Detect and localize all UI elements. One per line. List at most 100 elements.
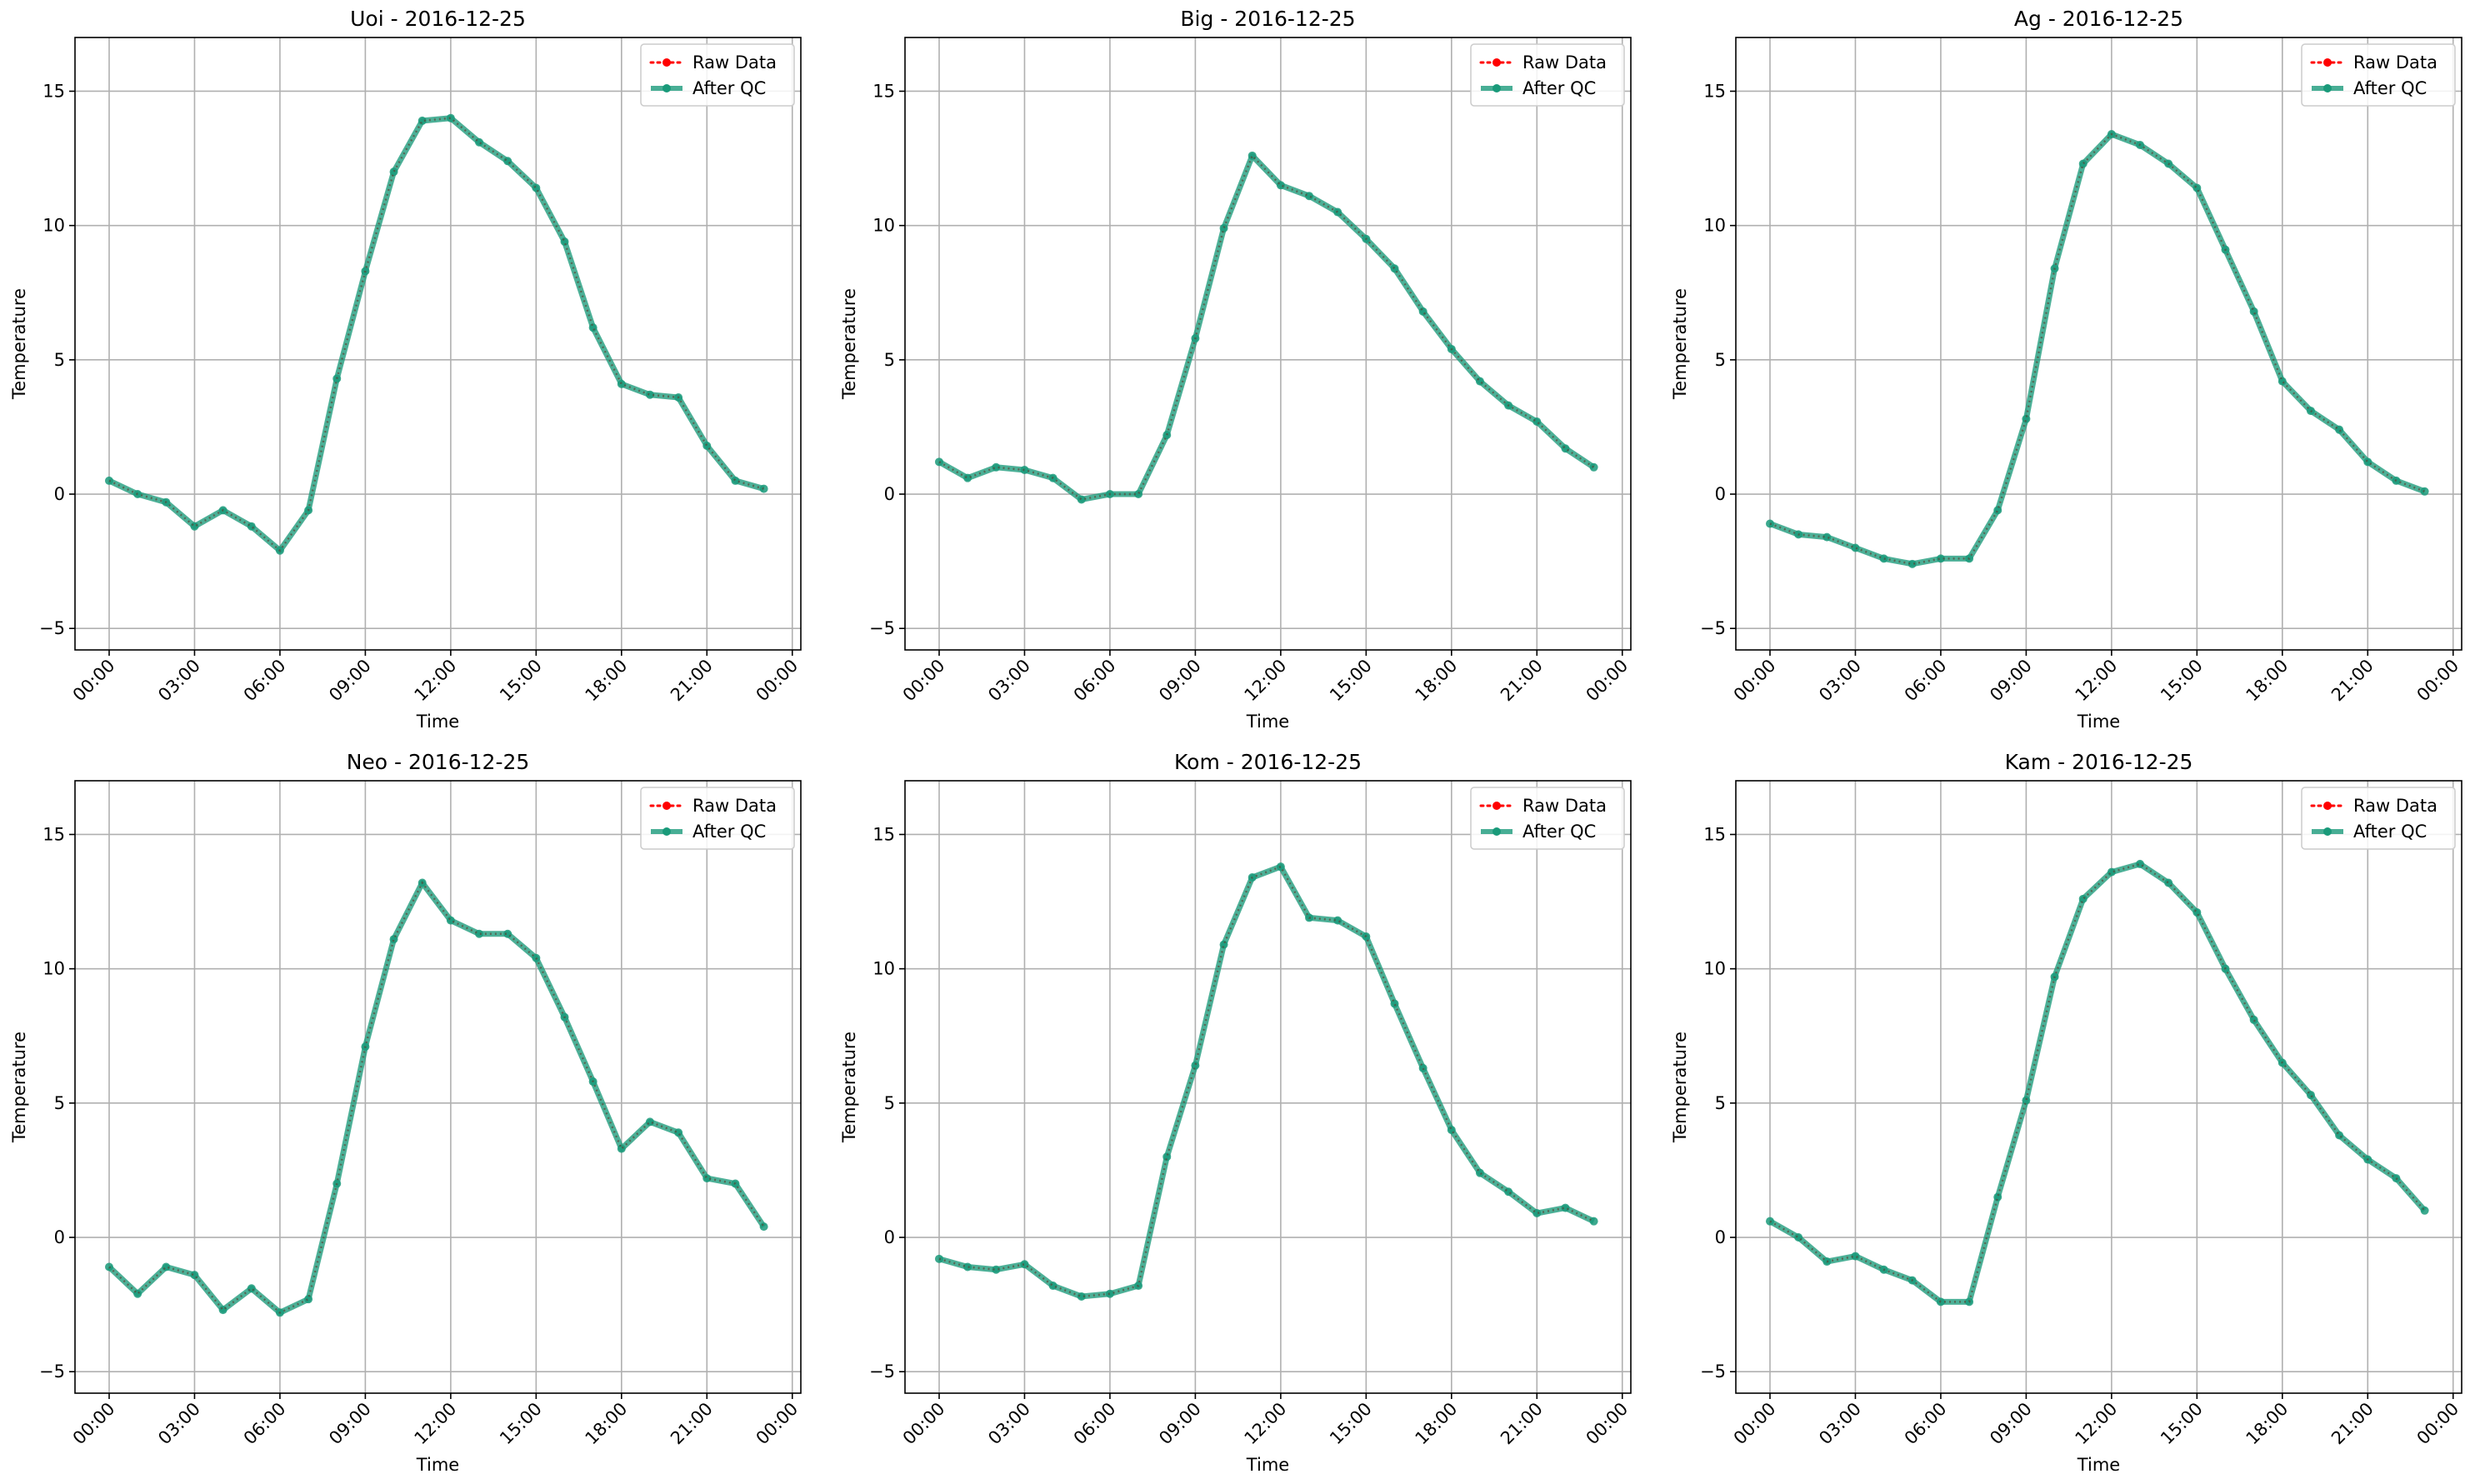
- legend-label-raw-data: Raw Data: [2353, 52, 2438, 72]
- data-point-after-qc: [1589, 462, 1598, 472]
- x-tick-label: 00:00: [899, 1399, 949, 1449]
- data-point-after-qc: [1418, 1063, 1428, 1072]
- chart-title: Big - 2016-12-25: [1180, 7, 1355, 31]
- y-tick-label: 0: [54, 484, 65, 504]
- data-point-after-qc: [617, 1144, 626, 1153]
- y-tick-label: 15: [1703, 81, 1726, 101]
- data-point-after-qc: [1589, 1217, 1598, 1226]
- x-axis-label: Time: [1246, 712, 1289, 732]
- plot-area: [75, 37, 801, 650]
- data-point-after-qc: [503, 929, 512, 938]
- x-tick-label: 03:00: [1815, 1399, 1865, 1449]
- y-axis-label: Temperature: [1670, 1032, 1690, 1143]
- x-axis-label: Time: [2077, 1455, 2120, 1475]
- data-point-after-qc: [1993, 506, 2002, 515]
- x-tick-label: 06:00: [1901, 656, 1951, 706]
- axes-frame: [904, 37, 1632, 651]
- data-point-after-qc: [2420, 1206, 2429, 1215]
- x-tick-label: 06:00: [1070, 656, 1120, 706]
- data-point-after-qc: [1390, 264, 1399, 273]
- x-tick-label: 18:00: [1412, 1399, 1462, 1449]
- legend-marker-raw-data: [2323, 802, 2332, 810]
- x-tick-label: 21:00: [667, 656, 717, 706]
- data-point-after-qc: [446, 113, 455, 122]
- x-tick-label: 15:00: [2157, 656, 2207, 706]
- series-line-raw-data: [938, 865, 1595, 1298]
- y-tick-label: 15: [42, 824, 65, 844]
- y-axis-label: Temperature: [9, 1032, 29, 1143]
- x-tick-label: 18:00: [1412, 656, 1462, 706]
- axes-frame: [1735, 780, 2462, 1394]
- chart-panel-2: −5 0 5 10 15 00:00 03:00 06:00 09:00 12:00 15:00 18…: [839, 7, 1632, 732]
- x-tick-label: 03:00: [984, 656, 1034, 706]
- data-point-after-qc: [2249, 307, 2258, 316]
- data-point-after-qc: [2022, 414, 2031, 423]
- x-tick-label: 00:00: [69, 1399, 119, 1449]
- y-tick-label: 15: [872, 824, 895, 844]
- legend: Raw Data After QC: [1470, 787, 1625, 850]
- chart-panel-1: −5 0 5 10 15 00:00 03:00 06:00 09:00 12:00 15:00 18…: [9, 7, 802, 732]
- data-point-after-qc: [1794, 1233, 1803, 1242]
- x-tick-label: 00:00: [752, 656, 802, 706]
- axes-frame: [1735, 37, 2462, 651]
- data-point-after-qc: [1908, 559, 1917, 568]
- x-tick-label: 12:00: [1241, 1399, 1291, 1449]
- series-line-raw-data: [938, 153, 1595, 501]
- chart-panel-6: −5 0 5 10 15 00:00 03:00 06:00 09:00 12:00 15:00 18…: [1670, 750, 2462, 1475]
- data-point-after-qc: [731, 476, 740, 485]
- data-point-after-qc: [304, 1295, 313, 1304]
- data-point-after-qc: [702, 1174, 712, 1183]
- data-point-after-qc: [1475, 377, 1484, 386]
- data-point-after-qc: [759, 1222, 768, 1232]
- legend-label-after-qc: After QC: [692, 78, 766, 98]
- data-point-after-qc: [190, 522, 199, 531]
- x-tick-label: 09:00: [325, 656, 375, 706]
- x-axis-label: Time: [416, 712, 459, 732]
- data-point-after-qc: [475, 929, 484, 938]
- data-point-after-qc: [963, 473, 972, 482]
- x-tick-label: 18:00: [2242, 656, 2292, 706]
- y-tick-label: −5: [869, 1362, 895, 1382]
- x-tick-label: 09:00: [1986, 656, 2036, 706]
- chart-title: Ag - 2016-12-25: [2014, 7, 2183, 31]
- data-point-after-qc: [446, 916, 455, 925]
- data-point-after-qc: [247, 522, 256, 531]
- x-tick-label: 18:00: [582, 656, 632, 706]
- y-tick-label: 10: [1703, 959, 1726, 979]
- x-tick-label: 03:00: [1815, 656, 1865, 706]
- data-point-after-qc: [1219, 940, 1228, 949]
- legend-label-raw-data: Raw Data: [2353, 796, 2438, 816]
- x-tick-label: 12:00: [411, 656, 461, 706]
- data-point-after-qc: [1993, 1192, 2002, 1202]
- legend-label-after-qc: After QC: [1522, 822, 1596, 842]
- y-tick-label: 0: [884, 1227, 895, 1247]
- data-point-after-qc: [1851, 543, 1860, 552]
- data-point-after-qc: [1447, 1126, 1456, 1135]
- chart-title: Neo - 2016-12-25: [347, 750, 530, 774]
- y-tick-label: 10: [872, 959, 895, 979]
- x-tick-label: 00:00: [1730, 656, 1780, 706]
- y-tick-label: 0: [1715, 1227, 1726, 1247]
- y-tick-label: 15: [1703, 824, 1726, 844]
- legend-label-raw-data: Raw Data: [692, 796, 777, 816]
- data-point-after-qc: [1077, 1292, 1086, 1301]
- legend-label-after-qc: After QC: [2353, 822, 2427, 842]
- data-point-after-qc: [2192, 907, 2202, 917]
- data-point-after-qc: [1390, 999, 1399, 1008]
- data-point-after-qc: [992, 462, 1001, 472]
- x-tick-label: 21:00: [2328, 1399, 2378, 1449]
- legend-marker-after-qc: [662, 827, 671, 836]
- data-point-after-qc: [1879, 554, 1888, 563]
- data-point-after-qc: [1077, 495, 1086, 504]
- x-tick-label: 12:00: [411, 1399, 461, 1449]
- x-tick-label: 06:00: [240, 1399, 290, 1449]
- legend-marker-after-qc: [662, 84, 671, 92]
- x-tick-label: 03:00: [984, 1399, 1034, 1449]
- y-tick-label: 5: [1715, 1093, 1726, 1113]
- legend: Raw Data After QC: [2301, 787, 2456, 850]
- legend-marker-raw-data: [662, 58, 671, 67]
- y-tick-label: 5: [1715, 350, 1726, 370]
- y-tick-label: 10: [42, 216, 65, 236]
- legend-label-after-qc: After QC: [692, 822, 766, 842]
